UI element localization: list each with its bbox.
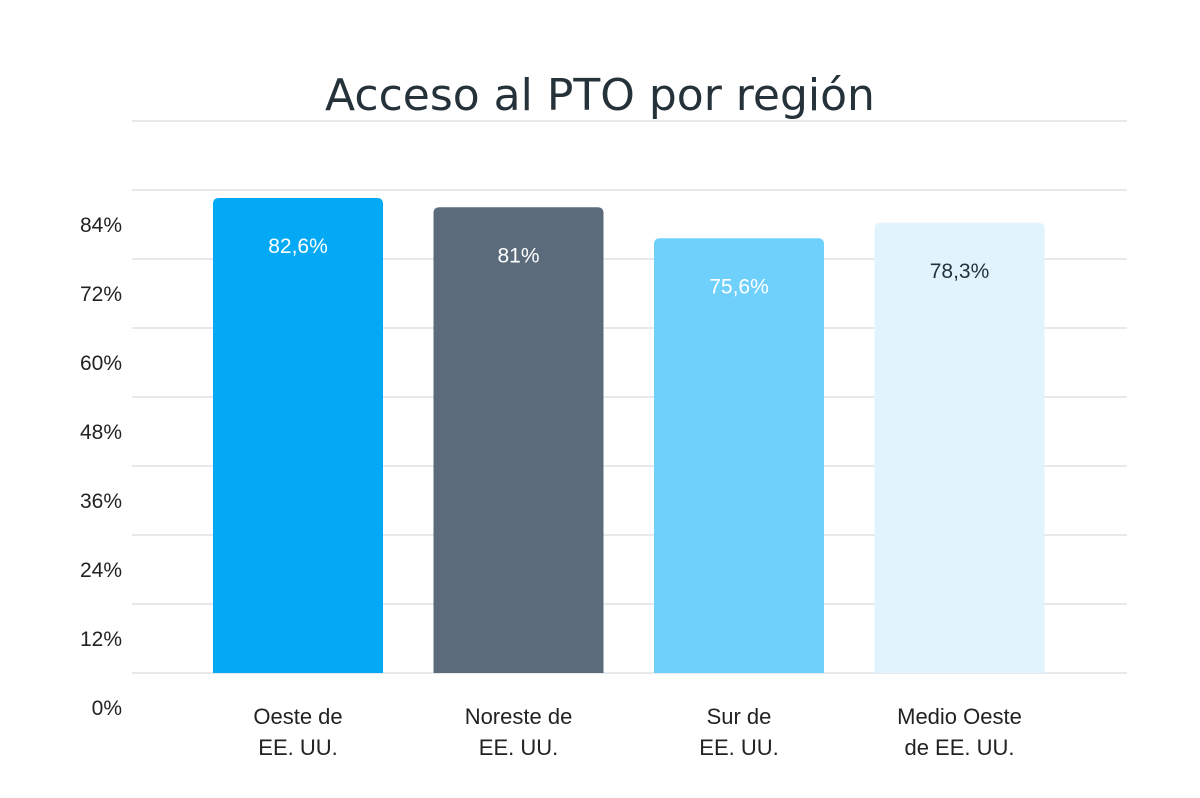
x-category-label: de EE. UU.: [904, 735, 1014, 760]
y-tick-label: 72%: [80, 283, 122, 306]
x-category-label: Oeste de: [253, 704, 342, 729]
bar: [213, 198, 383, 674]
bar-value-label: 75,6%: [709, 275, 769, 298]
y-axis-ticks: 0% 12% 24% 36% 48% 60% 72% 84%: [80, 214, 122, 720]
y-tick-label: 36%: [80, 490, 122, 513]
bar: [654, 238, 824, 674]
chart-title: Acceso al PTO por región: [325, 70, 875, 121]
x-axis-categories: Oeste de EE. UU. Noreste de EE. UU. Sur de EE…: [253, 704, 1022, 760]
x-category-label: Medio Oeste: [897, 704, 1022, 729]
y-tick-label: 12%: [80, 628, 122, 651]
y-tick-label: 48%: [80, 421, 122, 444]
x-category-label: EE. UU.: [258, 735, 337, 760]
bar: [433, 207, 604, 673]
bar-value-label: 82,6%: [268, 235, 328, 258]
y-tick-label: 60%: [80, 352, 122, 375]
x-category-label: Sur de: [707, 704, 772, 729]
y-tick-label: 24%: [80, 559, 122, 582]
y-tick-label: 0%: [92, 697, 122, 720]
bars: [213, 198, 1045, 674]
bar-value-label: 81%: [497, 244, 539, 267]
x-category-label: EE. UU.: [479, 735, 558, 760]
bar: [874, 222, 1045, 673]
y-tick-label: 84%: [80, 214, 122, 237]
x-category-label: EE. UU.: [699, 735, 778, 760]
x-category-label: Noreste de: [465, 704, 573, 729]
data-labels: 82,6% 81% 75,6% 78,3%: [268, 235, 989, 298]
bar-value-label: 78,3%: [930, 260, 990, 283]
